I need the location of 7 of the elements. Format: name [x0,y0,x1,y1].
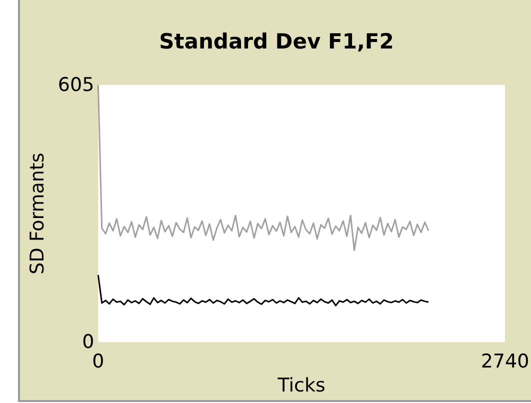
x-tick-label: 2740 [480,350,530,373]
x-axis-title: Ticks [276,374,326,396]
y-axis-title: SD Formants [26,152,48,274]
line-series [97,274,430,306]
chart-title: Standard Dev F1,F2 [159,30,394,54]
y-tick-label: 605 [58,74,94,96]
line-series [97,84,430,252]
